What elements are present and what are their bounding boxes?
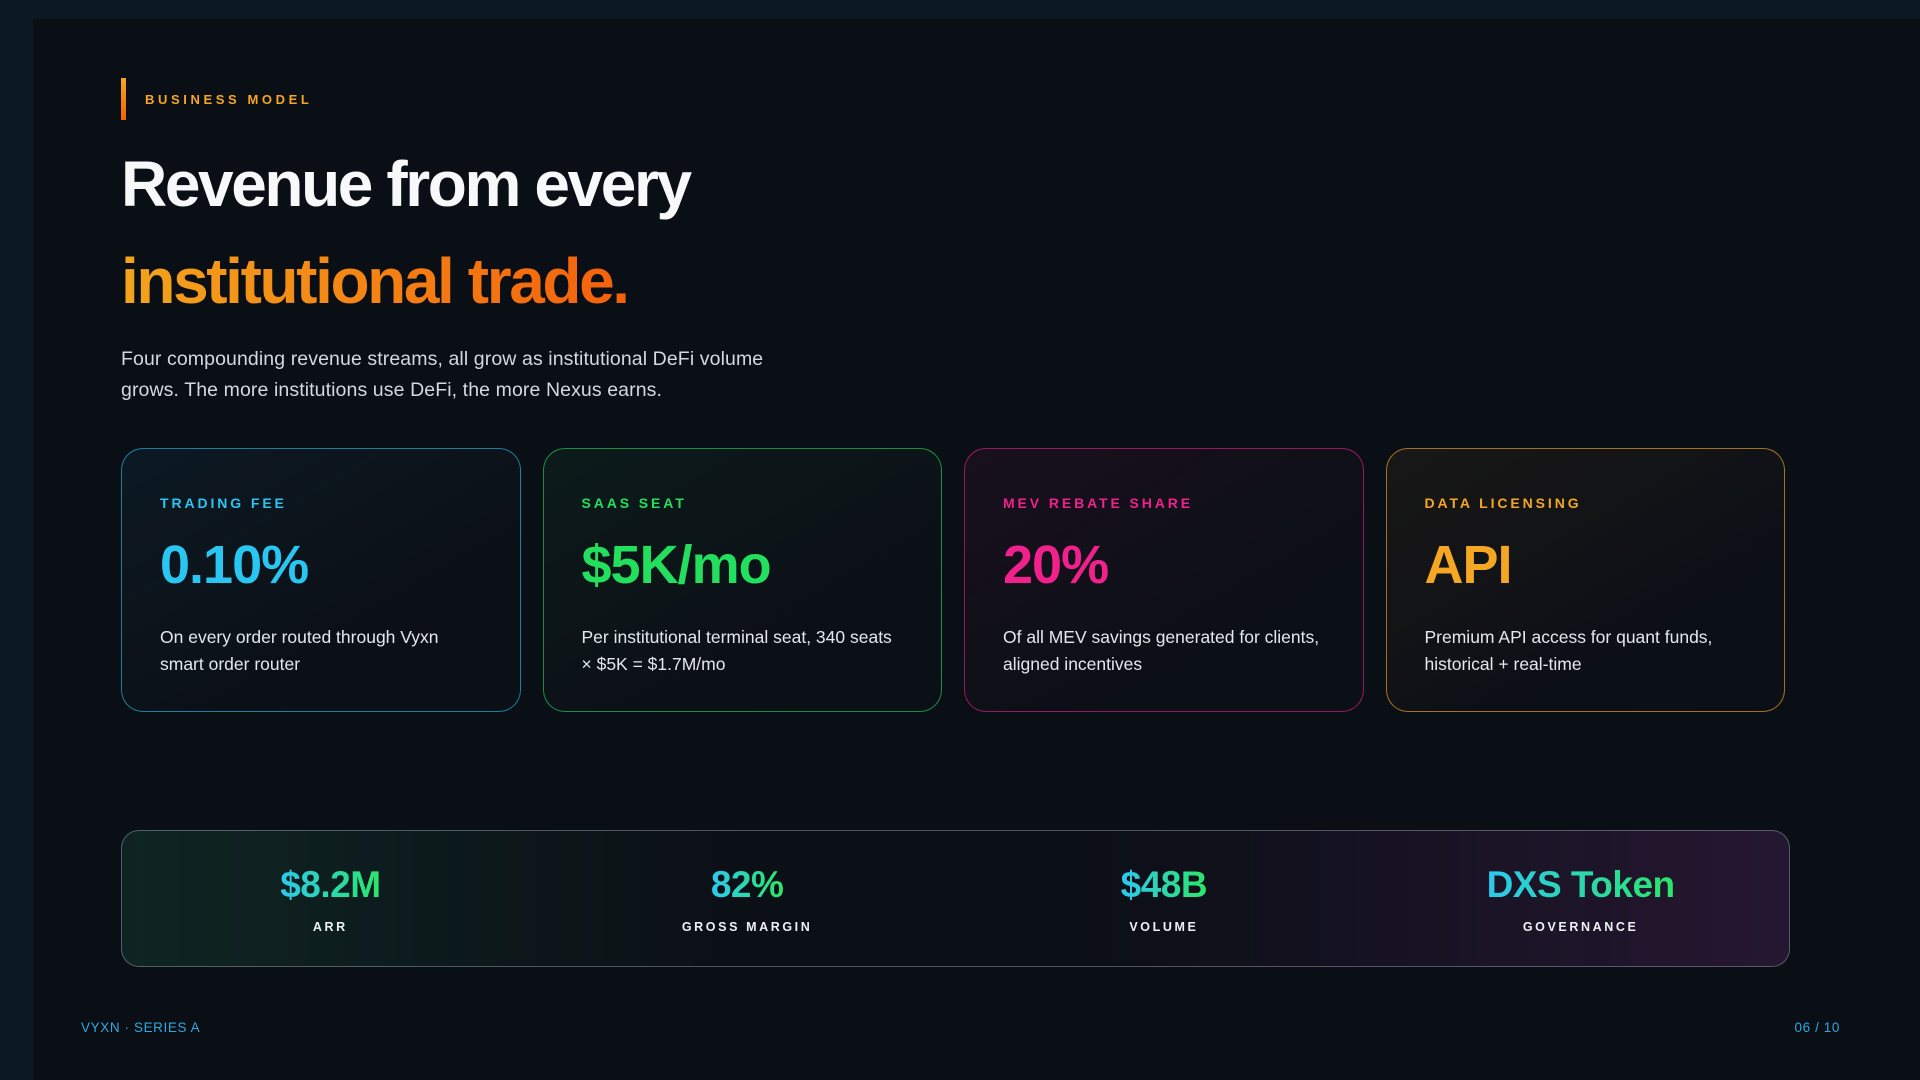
- stat-label: GOVERNANCE: [1522, 919, 1639, 934]
- card-description: Per institutional terminal seat, 340 sea…: [581, 627, 892, 674]
- slide-footer: VYXN · SERIES A 06 / 10: [81, 1020, 1840, 1035]
- card-description: Premium API access for quant funds, hist…: [1424, 627, 1713, 674]
- card-description: On every order routed through Vyxn smart…: [160, 627, 439, 674]
- stat-value: $48B: [1120, 863, 1208, 905]
- card-label: DATA LICENSING: [1424, 495, 1582, 511]
- card-label: MEV REBATE SHARE: [1003, 495, 1194, 511]
- card-value: API: [1424, 535, 1513, 595]
- stat-gross-margin: 82% GROSS MARGIN: [539, 864, 956, 934]
- slide-title-line1: Revenue from every: [121, 148, 692, 220]
- stat-label: ARR: [312, 919, 348, 934]
- eyebrow-label: BUSINESS MODEL: [145, 91, 313, 107]
- stat-value: $8.2M: [280, 863, 381, 905]
- stat-volume: $48B VOLUME: [956, 864, 1373, 934]
- slide-subtitle: Four compounding revenue streams, all gr…: [121, 348, 764, 401]
- card-value: $5K/mo: [581, 535, 772, 595]
- revenue-stream-cards: TRADING FEE 0.10% On every order routed …: [121, 448, 1785, 712]
- card-value: 20%: [1003, 535, 1109, 595]
- slide-title-line2: institutional trade.: [121, 245, 630, 317]
- card-label: TRADING FEE: [160, 495, 287, 511]
- footer-brand: VYXN · SERIES A: [81, 1020, 201, 1035]
- card-trading-fee: TRADING FEE 0.10% On every order routed …: [121, 448, 521, 712]
- stat-value: 82%: [710, 863, 784, 905]
- eyebrow-accent-bar: [121, 78, 126, 120]
- stat-label: VOLUME: [1129, 919, 1199, 934]
- stat-value: DXS Token: [1486, 863, 1676, 905]
- section-eyebrow: BUSINESS MODEL: [121, 78, 312, 120]
- footer-page-number: 06 / 10: [1794, 1020, 1840, 1035]
- card-value: 0.10%: [160, 535, 309, 595]
- card-data-licensing: DATA LICENSING API Premium API access fo…: [1385, 448, 1785, 712]
- card-mev-rebate-share: MEV REBATE SHARE 20% Of all MEV savings …: [964, 448, 1364, 712]
- card-label: SAAS SEAT: [581, 495, 687, 511]
- slide-title: Revenue from every institutional trade.: [121, 136, 692, 330]
- card-description: Of all MEV savings generated for clients…: [1003, 627, 1320, 674]
- key-metrics-bar: $8.2M ARR 82% GROSS MARGIN $48B VOLUME D…: [121, 830, 1790, 967]
- stat-label: GROSS MARGIN: [681, 919, 813, 934]
- stat-governance: DXS Token GOVERNANCE: [1372, 864, 1789, 934]
- card-saas-seat: SAAS SEAT $5K/mo Per institutional termi…: [542, 448, 942, 712]
- stat-arr: $8.2M ARR: [122, 864, 539, 934]
